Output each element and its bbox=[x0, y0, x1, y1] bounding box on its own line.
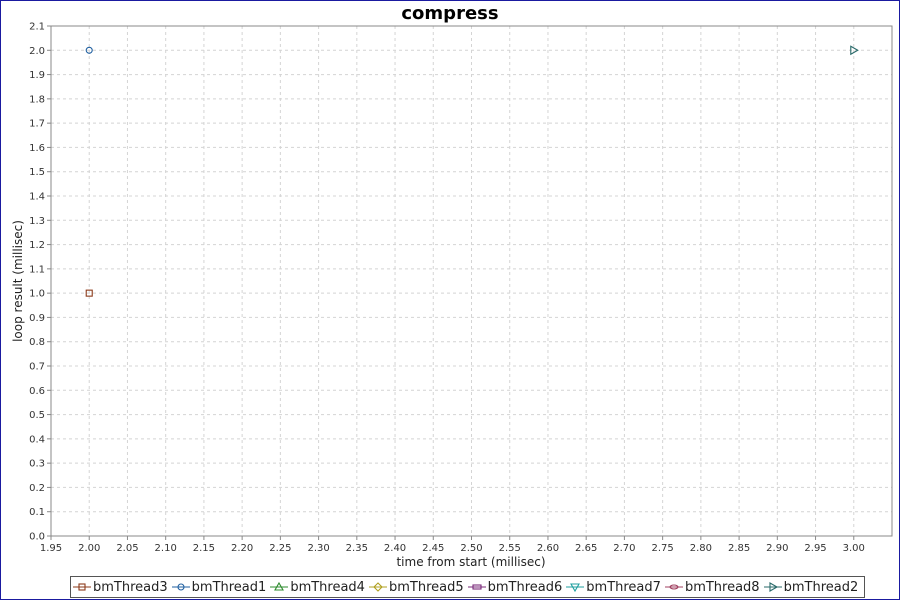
y-tick-label: 1.0 bbox=[29, 289, 45, 300]
legend-item-bmThread4: bmThread4 bbox=[270, 580, 365, 595]
y-tick-label: 0.7 bbox=[29, 362, 45, 373]
legend-marker-icon bbox=[270, 581, 289, 591]
legend-label: bmThread7 bbox=[586, 579, 661, 595]
chart-legend: bmThread3 bmThread1 bmThread4 bmThread5 bmTh… bbox=[70, 576, 866, 598]
legend-marker-icon bbox=[368, 582, 387, 592]
legend-item-bmThread8: bmThread8 bbox=[664, 579, 760, 595]
legend-marker bbox=[373, 582, 383, 592]
legend-label: bmThread5 bbox=[388, 579, 464, 595]
data-point-bmThread2 bbox=[850, 45, 859, 56]
legend-item-bmThread2: bmThread2 bbox=[763, 579, 859, 595]
y-tick-label: 1.7 bbox=[29, 119, 45, 130]
y-tick-label: 0.5 bbox=[29, 410, 45, 421]
x-tick-label: 2.30 bbox=[307, 543, 329, 554]
x-tick-label: 2.35 bbox=[346, 543, 368, 554]
y-tick-label: 0.4 bbox=[29, 434, 45, 445]
x-tick-label: 2.65 bbox=[575, 543, 597, 554]
legend-item-bmThread5: bmThread5 bbox=[368, 579, 464, 595]
x-tick-label: 1.95 bbox=[40, 543, 62, 554]
chart-title: compress bbox=[401, 3, 498, 24]
y-axis-label: loop result (millisec) bbox=[11, 220, 25, 342]
x-tick-label: 2.25 bbox=[269, 543, 291, 554]
y-tick-label: 0.2 bbox=[29, 483, 45, 494]
legend-marker bbox=[177, 583, 185, 591]
legend-label: bmThread8 bbox=[684, 579, 760, 595]
legend-marker bbox=[78, 583, 86, 591]
legend-item-bmThread7: bmThread7 bbox=[566, 580, 661, 595]
x-tick-label: 2.00 bbox=[78, 543, 100, 554]
data-point-bmThread3 bbox=[85, 289, 93, 297]
x-tick-label: 3.00 bbox=[843, 543, 865, 554]
y-tick-label: 1.6 bbox=[29, 143, 45, 154]
legend-marker bbox=[472, 584, 482, 590]
legend-label: bmThread1 bbox=[191, 579, 267, 595]
x-tick-label: 2.90 bbox=[766, 543, 788, 554]
x-tick-label: 2.05 bbox=[116, 543, 138, 554]
x-tick-label: 2.45 bbox=[422, 543, 444, 554]
y-tick-label: 2.0 bbox=[29, 46, 45, 57]
y-tick-label: 1.9 bbox=[29, 70, 45, 81]
x-tick-label: 2.20 bbox=[231, 543, 253, 554]
legend-marker-icon bbox=[467, 584, 486, 590]
legend-marker-icon bbox=[171, 583, 190, 591]
x-tick-label: 2.95 bbox=[804, 543, 826, 554]
legend-marker bbox=[669, 584, 679, 590]
x-tick-label: 2.75 bbox=[652, 543, 674, 554]
y-tick-label: 0.0 bbox=[29, 532, 45, 543]
x-tick-label: 2.60 bbox=[537, 543, 559, 554]
legend-marker-icon bbox=[73, 583, 91, 591]
legend-label: bmThread2 bbox=[783, 579, 859, 595]
y-tick-label: 1.4 bbox=[29, 192, 45, 203]
y-tick-label: 1.1 bbox=[29, 264, 45, 275]
legend-marker-icon bbox=[664, 584, 683, 590]
legend-marker-icon bbox=[763, 582, 782, 592]
x-tick-label: 2.85 bbox=[728, 543, 750, 554]
x-tick-label: 2.40 bbox=[384, 543, 406, 554]
x-tick-label: 2.70 bbox=[613, 543, 635, 554]
data-points bbox=[85, 45, 859, 297]
y-tick-label: 1.8 bbox=[29, 94, 45, 105]
legend-marker bbox=[274, 581, 285, 591]
legend-label: bmThread6 bbox=[487, 579, 563, 595]
y-tick-label: 0.3 bbox=[29, 459, 45, 470]
legend-label: bmThread3 bbox=[93, 579, 168, 595]
legend-item-bmThread3: bmThread3 bbox=[73, 580, 168, 595]
x-tick-label: 2.80 bbox=[690, 543, 712, 554]
x-axis-label: time from start (millisec) bbox=[396, 555, 545, 569]
grid-lines bbox=[50, 25, 892, 537]
legend-marker bbox=[570, 583, 581, 593]
axis-ticks: 1.95 2.00 2.05 2.10 2.15 2.20 2.25 2.30 2.35 2.40… bbox=[29, 22, 865, 555]
y-tick-label: 0.8 bbox=[29, 337, 45, 348]
x-tick-label: 2.15 bbox=[193, 543, 215, 554]
data-point-bmThread1 bbox=[85, 46, 93, 54]
y-tick-label: 0.9 bbox=[29, 313, 45, 324]
y-tick-label: 1.5 bbox=[29, 167, 45, 178]
y-tick-label: 1.3 bbox=[29, 216, 45, 227]
x-tick-label: 2.50 bbox=[460, 543, 482, 554]
legend-marker bbox=[769, 582, 778, 592]
y-tick-label: 1.2 bbox=[29, 240, 45, 251]
legend-marker-icon bbox=[566, 583, 585, 593]
y-tick-label: 2.1 bbox=[29, 22, 45, 33]
legend-item-bmThread6: bmThread6 bbox=[467, 579, 563, 595]
x-tick-label: 2.10 bbox=[155, 543, 177, 554]
y-tick-label: 0.1 bbox=[29, 507, 45, 518]
x-tick-label: 2.55 bbox=[499, 543, 521, 554]
legend-item-bmThread1: bmThread1 bbox=[171, 579, 267, 595]
legend-label: bmThread4 bbox=[290, 579, 365, 595]
y-tick-label: 0.6 bbox=[29, 386, 45, 397]
